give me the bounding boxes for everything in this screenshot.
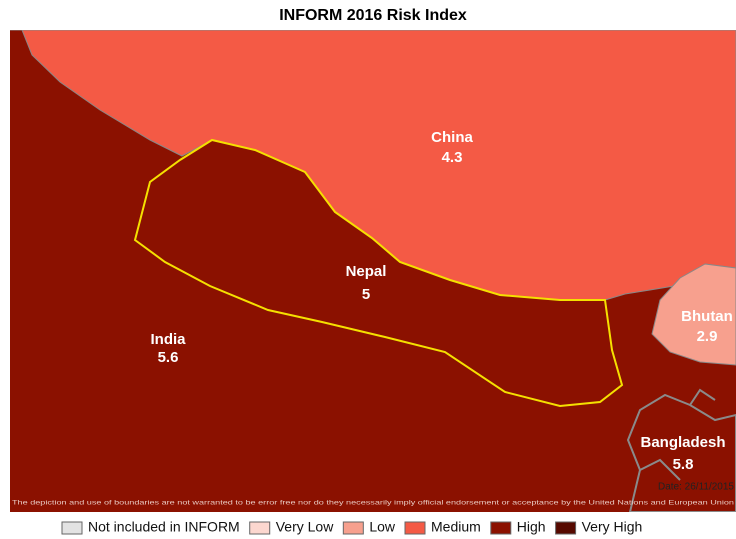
region-bhutan	[651, 263, 736, 366]
region-nepal	[133, 138, 624, 408]
legend-swatch	[249, 521, 271, 535]
legend: Not included in INFORM Very Low Low Medium H…	[61, 519, 643, 535]
legend-label: Very Low	[276, 519, 334, 535]
region-value: 4.3	[442, 149, 463, 166]
disclaimer: The depiction and use of boundaries are …	[12, 500, 735, 507]
legend-swatch	[342, 521, 364, 535]
title: INFORM 2016 Risk Index	[279, 7, 467, 24]
legend-swatch	[61, 521, 83, 535]
legend-swatch	[555, 521, 577, 535]
legend-swatch	[404, 521, 426, 535]
legend-label: High	[517, 519, 546, 535]
region-name: Bangladesh	[640, 434, 725, 451]
legend-label: Very High	[582, 519, 643, 535]
legend-label: Medium	[431, 519, 481, 535]
region-value: 5.8	[673, 456, 694, 473]
region-name: China	[431, 129, 473, 146]
date: Date: 26/11/2015	[658, 482, 734, 493]
region-value: 5.6	[158, 349, 179, 366]
region-value: 2.9	[697, 328, 718, 345]
region-name: Nepal	[346, 263, 387, 280]
map	[10, 30, 736, 512]
region-bangladesh	[626, 393, 736, 512]
legend-label: Low	[369, 519, 396, 535]
legend-swatch	[490, 521, 512, 535]
region-name: India	[150, 331, 186, 348]
region-value: 5	[362, 286, 370, 303]
legend-label: Not included in INFORM	[88, 519, 240, 535]
region-name: Bhutan	[681, 308, 733, 325]
border	[639, 388, 716, 481]
